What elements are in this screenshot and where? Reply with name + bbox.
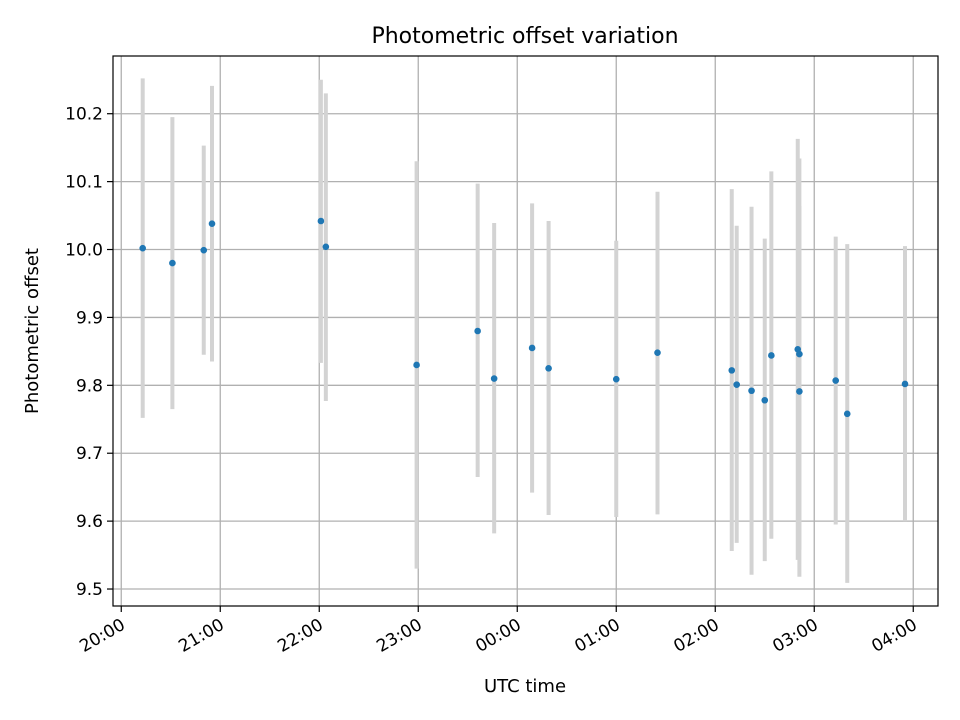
data-point [901, 380, 909, 388]
data-point [832, 377, 839, 384]
data-point [200, 246, 208, 254]
y-tick-label: 10.2 [65, 105, 103, 125]
data-point [796, 388, 803, 395]
data-point [528, 344, 536, 352]
data-point [545, 365, 552, 372]
data-point [768, 352, 775, 359]
data-point [474, 327, 481, 335]
data-point [413, 361, 420, 369]
y-tick-label: 9.5 [76, 580, 103, 600]
data-point [654, 349, 661, 357]
y-tick-label: 9.9 [76, 308, 103, 328]
y-tick-label: 9.8 [76, 376, 103, 396]
data-points [139, 217, 909, 418]
data-point [317, 217, 325, 225]
y-tick-label: 9.6 [76, 512, 103, 532]
plot-frame [112, 55, 939, 607]
y-tick-label: 9.7 [76, 444, 103, 464]
data-point [612, 375, 620, 383]
data-point [843, 410, 851, 418]
data-point [728, 367, 736, 374]
data-point [761, 396, 769, 404]
data-point [139, 244, 146, 252]
y-axis-ticks: 9.5 9.6 9.7 9.8 9.9 10.0 10.1 10.2 [65, 105, 113, 600]
data-point [733, 381, 740, 388]
y-tick-label: 10.0 [65, 241, 103, 261]
data-point [748, 387, 755, 395]
data-point [796, 350, 803, 358]
chart-title: Photometric offset variation [371, 24, 678, 49]
data-point [490, 375, 498, 382]
data-point [208, 220, 216, 228]
x-axis-label: UTC time [484, 676, 566, 697]
data-point [322, 243, 330, 251]
data-point [169, 259, 176, 267]
y-axis-label: Photometric offset [22, 248, 43, 414]
y-tick-label: 10.1 [65, 173, 103, 193]
